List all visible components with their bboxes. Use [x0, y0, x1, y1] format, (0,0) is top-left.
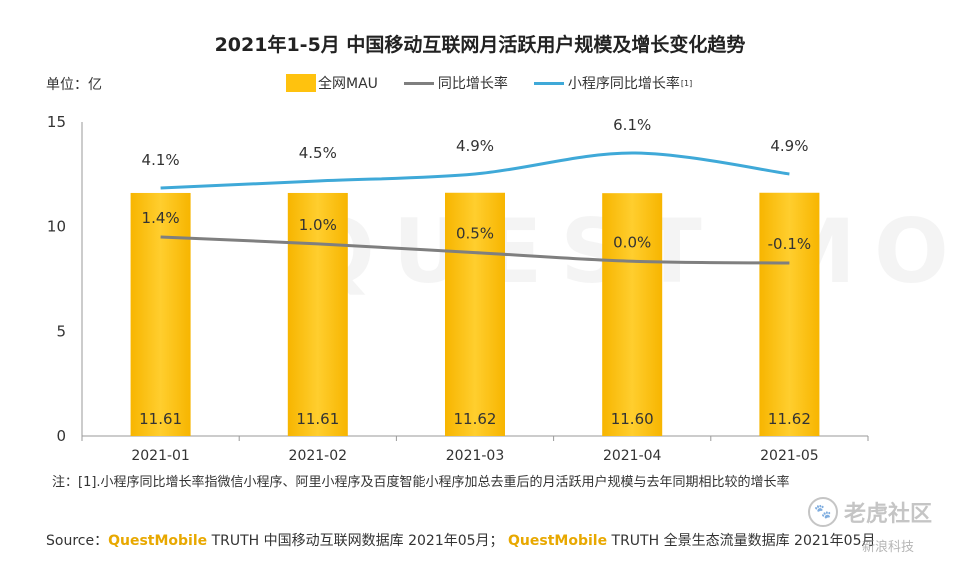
y-tick-label: 5 [56, 322, 66, 340]
unit-label: 单位：亿 [46, 77, 102, 93]
community-name: 老虎社区 [844, 502, 933, 527]
legend-swatch-miniprogram [533, 81, 564, 85]
miniprogram-value-label: 4.5% [299, 144, 337, 162]
miniprogram-value-label: 6.1% [613, 116, 651, 134]
x-tick-label: 2021-05 [760, 448, 819, 464]
chart-title: 2021年1-5月 中国移动互联网月活跃用户规模及增长变化趋势 [214, 34, 746, 56]
yoy-value-label: 1.0% [299, 216, 337, 234]
legend-footnote-ref: [1] [680, 78, 693, 88]
bar-mau [445, 192, 505, 436]
source-brand-2: QuestMobile [508, 533, 608, 549]
bar-value-label: 11.62 [454, 410, 497, 428]
miniprogram-value-label: 4.9% [456, 137, 494, 155]
series-line-miniprogram [160, 151, 790, 190]
source-text-2: TRUTH 全景生态流量数据库 2021年05月 [607, 533, 876, 549]
legend-item-miniprogram: 小程序同比增长率 [1] [533, 73, 693, 93]
tiger-paw-icon: 🐾 [808, 497, 838, 527]
source-text-1: TRUTH 中国移动互联网数据库 2021年05月； [207, 533, 504, 549]
y-tick-label: 10 [47, 218, 66, 236]
legend-swatch-mau [286, 74, 316, 92]
bar-mau [759, 192, 820, 436]
miniprogram-value-label: 4.9% [770, 137, 808, 155]
y-tick-label: 0 [56, 427, 66, 445]
x-tick-label: 2021-03 [446, 448, 505, 464]
bar-mau [287, 192, 348, 436]
yoy-value-label: 0.0% [613, 233, 651, 251]
legend: 全网MAU 同比增长率 小程序同比增长率 [1] [286, 72, 718, 94]
series-line-yoy [160, 235, 790, 265]
yoy-value-label: 1.4% [142, 209, 180, 227]
x-tick-label: 2021-01 [131, 448, 190, 464]
legend-label-miniprogram: 小程序同比增长率 [567, 76, 680, 92]
legend-label-mau: 全网MAU [318, 76, 378, 92]
bar-value-label: 11.60 [611, 410, 654, 428]
x-tick-label: 2021-02 [289, 448, 348, 464]
bar-value-label: 11.61 [296, 410, 339, 428]
bar-value-label: 11.62 [768, 410, 811, 428]
bar-value-label: 11.61 [139, 410, 182, 428]
legend-item-mau: 全网MAU [286, 73, 378, 93]
source-prefix: Source： [46, 533, 109, 549]
y-tick-label: 15 [47, 113, 66, 131]
legend-swatch-yoy [403, 81, 434, 85]
footnote: 注：[1].小程序同比增长率指微信小程序、阿里小程序及百度智能小程序加总去重后的… [52, 475, 790, 490]
chart-plot: 0 5 10 15 2021-01 2021-02 2021-03 2021-04 2021-0… [47, 113, 869, 464]
x-tick-label: 2021-04 [603, 448, 662, 464]
legend-item-yoy: 同比增长率 [403, 73, 508, 93]
community-watermark: 🐾 老虎社区 [808, 496, 932, 528]
community-sub: 新浪科技 [862, 540, 915, 555]
source-line: Source：QuestMobile TRUTH 中国移动互联网数据库 2021… [46, 530, 875, 550]
miniprogram-value-label: 4.1% [142, 151, 180, 169]
legend-label-yoy: 同比增长率 [437, 76, 508, 92]
yoy-value-label: 0.5% [456, 225, 494, 243]
yoy-value-label: -0.1% [768, 235, 812, 253]
source-brand-1: QuestMobile [108, 533, 208, 549]
bar-mau [602, 193, 663, 436]
bar-mau [130, 192, 191, 436]
